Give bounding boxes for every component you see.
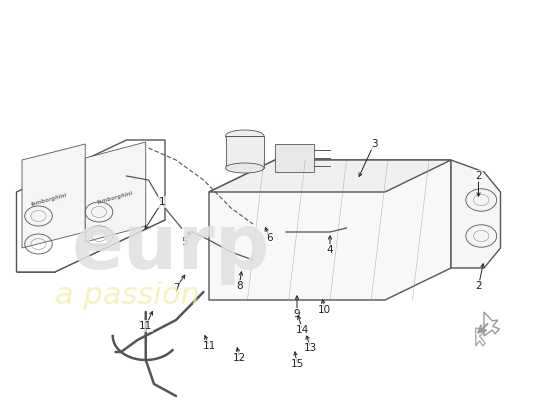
Text: 15: 15 [290, 359, 304, 369]
Polygon shape [209, 160, 451, 300]
Ellipse shape [226, 163, 264, 173]
Text: 2: 2 [475, 281, 482, 291]
Text: 4: 4 [327, 245, 333, 255]
Text: 8: 8 [236, 281, 243, 291]
Text: 2: 2 [475, 171, 482, 181]
Ellipse shape [226, 130, 264, 142]
Polygon shape [209, 160, 451, 192]
Text: 11: 11 [139, 321, 152, 331]
Text: 3: 3 [371, 139, 377, 149]
Text: 10: 10 [318, 305, 331, 315]
Text: 5: 5 [181, 237, 188, 247]
Polygon shape [22, 144, 85, 248]
Text: lamborghini: lamborghini [97, 191, 134, 205]
Text: 9: 9 [294, 309, 300, 319]
Text: 14: 14 [296, 325, 309, 335]
Text: 13: 13 [304, 343, 317, 353]
Text: 1: 1 [159, 197, 166, 207]
Polygon shape [275, 144, 314, 172]
Polygon shape [451, 160, 501, 268]
Text: 12: 12 [233, 353, 246, 363]
Polygon shape [226, 136, 264, 168]
Text: lamborghini: lamborghini [31, 193, 68, 207]
Text: 7: 7 [173, 283, 179, 293]
Text: a passion: a passion [55, 282, 200, 310]
Polygon shape [85, 142, 146, 242]
Text: eurp: eurp [72, 211, 270, 285]
Text: 6: 6 [266, 233, 273, 243]
Text: 11: 11 [202, 341, 216, 351]
